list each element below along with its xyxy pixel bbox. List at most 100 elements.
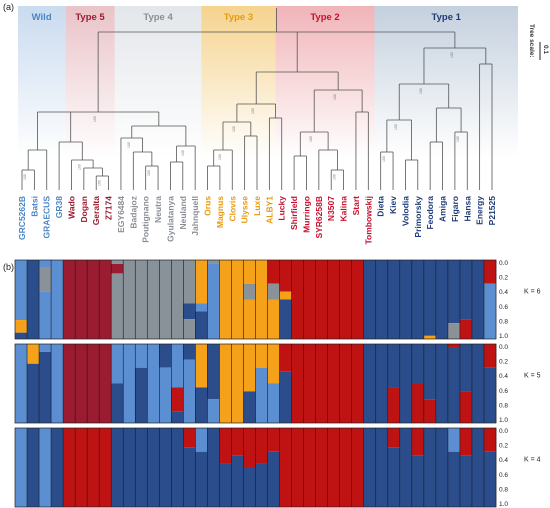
taxon-label: Magnus [215,196,225,228]
taxon-label: Start [351,196,361,216]
structure-segment [171,411,184,423]
structure-segment [291,344,304,423]
taxon-label: Murringo [301,196,311,233]
structure-segment [255,463,268,507]
group-label: Type 1 [432,12,462,23]
structure-segment [351,260,365,339]
structure-segment [279,260,292,292]
taxon-label: Dieta [376,196,386,217]
structure-segment [27,428,40,507]
structure-segment [231,428,244,456]
taxon-label: Neuland [178,196,188,230]
structure-segment [471,260,485,339]
tree-scale-label: Tree scale: [528,24,535,58]
structure-segment [447,347,461,423]
structure-segment [243,283,256,300]
structure-segment [423,399,437,423]
bootstrap-value: 100 [23,174,27,180]
structure-segment [183,447,196,507]
taxon-label: GR38 [54,196,64,218]
structure-segment [411,344,425,384]
structure-segment [327,260,340,339]
structure-segment [207,263,220,339]
structure-segment [231,455,244,507]
structure-panel-k: 0.0 0.2 0.4 0.6 0.8 1.0 K = 5 [14,343,541,424]
structure-k-label: K = 4 [524,457,541,464]
structure-segment [39,267,52,292]
structure-border [14,343,497,424]
structure-segment [363,260,377,339]
taxon-label: Jahnquell [190,196,200,236]
structure-segment [111,428,124,507]
structure-segment [219,428,232,464]
group-label: Type 3 [224,12,253,23]
structure-segment [171,344,184,388]
structure-segment [351,344,365,423]
structure-axis-tick: 0.6 [499,472,508,479]
structure-segment [387,387,401,423]
structure-axis-tick: 0.6 [499,304,508,311]
structure-axis-tick: 0.0 [499,344,508,351]
structure-segment [267,283,280,300]
structure-segment [159,344,172,368]
structure-panel-k: 0.0 0.2 0.4 0.6 0.8 1.0 K = 6 [14,259,541,340]
group-labels: Wild Type 5 Type 4 Type 3 Type 2 Type 1 [32,12,462,23]
structure-segment [243,467,256,507]
structure-segment [303,344,316,423]
structure-axis-tick: 0.8 [499,402,508,409]
phylogenetic-tree-panel: 100 100 100 100 100 100 100 100 100 100 100 100 100 1… [3,2,549,245]
structure-segment [315,428,328,507]
structure-segment [219,463,232,507]
group-band [374,6,518,158]
taxon-label: Badajoz [128,196,138,229]
taxon-label: Luxe [252,196,262,216]
structure-segment [459,344,473,392]
structure-segment [171,428,184,507]
bootstrap-value: 100 [309,136,313,142]
structure-segment [471,428,485,507]
bootstrap-value: 100 [419,88,423,94]
structure-segment [111,260,124,264]
structure-segment [39,428,52,507]
structure-segment [255,367,268,423]
structure-segment [147,428,160,507]
tree-scale-bar: Tree scale: 0.1 [528,24,549,60]
bootstrap-value: 100 [127,142,131,148]
structure-segment [435,260,449,339]
structure-segment [111,383,124,423]
structure-axis-tick: 0.2 [499,443,508,450]
structure-segment [423,260,437,336]
structure-segment [459,428,473,456]
structure-segment [267,299,280,339]
structure-segment [411,260,425,339]
structure-segment [51,344,64,423]
structure-segment [411,455,425,507]
structure-segment [207,260,220,264]
bootstrap-value: 100 [394,124,398,130]
bootstrap-value: 100 [232,126,236,132]
structure-segment [411,428,425,456]
structure-segment [15,320,28,333]
structure-segment [279,299,292,339]
bootstrap-value: 100 [93,116,97,122]
structure-segment [339,344,352,423]
structure-segment [267,451,280,507]
structure-segment [27,363,40,423]
structure-segment [219,260,232,339]
structure-segment [255,260,268,339]
taxon-label: GRC5262B [17,196,27,240]
structure-segment [375,260,389,339]
structure-segment [303,260,316,339]
taxon-label: GRAECUS [42,196,52,239]
structure-segment [15,344,28,423]
structure-segment [159,367,172,423]
group-band [18,6,66,158]
taxon-label: Dogan [79,196,89,222]
bootstrap-value: 100 [251,108,255,114]
structure-segment [87,260,100,339]
structure-segment [111,263,124,274]
structure-segment [459,260,473,320]
structure-segment [135,367,148,423]
structure-segment [411,383,425,423]
